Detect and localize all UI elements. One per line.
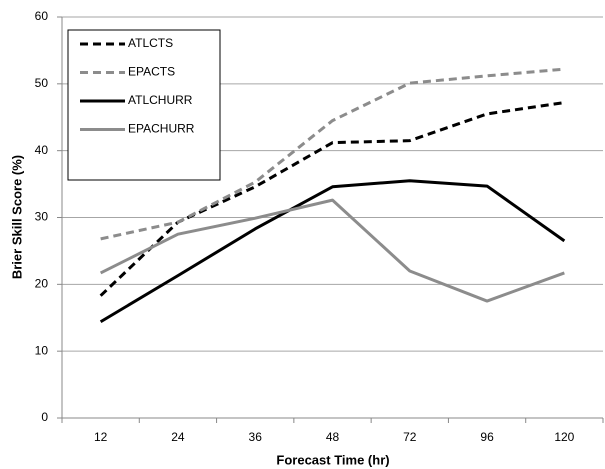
series-line (100, 67, 565, 241)
y-tick-label: 40 (35, 143, 49, 157)
x-tick-label: 48 (326, 430, 340, 444)
series-line (99, 179, 566, 324)
x-tick-label: 96 (480, 430, 494, 444)
y-tick-label: 20 (35, 277, 49, 291)
x-tick-label: 24 (171, 430, 185, 444)
y-tick-label: 30 (35, 210, 49, 224)
series-line (99, 198, 565, 303)
y-axis-title: Brier Skill Score (%) (9, 155, 24, 279)
legend-label: EPACTS (128, 65, 175, 79)
legend-label: ATLCHURR (128, 93, 193, 107)
y-tick-label: 0 (41, 410, 48, 424)
y-tick-label: 50 (35, 76, 49, 90)
y-tick-label: 60 (35, 9, 49, 23)
legend-label: EPACHURR (128, 122, 195, 136)
x-tick-label: 72 (403, 430, 417, 444)
x-axis-title: Forecast Time (hr) (276, 452, 389, 467)
legend-label: ATLCTS (128, 36, 173, 50)
x-tick-label: 120 (554, 430, 574, 444)
x-tick-label: 12 (94, 430, 108, 444)
y-tick-label: 10 (35, 343, 49, 357)
x-tick-label: 36 (249, 430, 263, 444)
legend-box (67, 29, 221, 181)
